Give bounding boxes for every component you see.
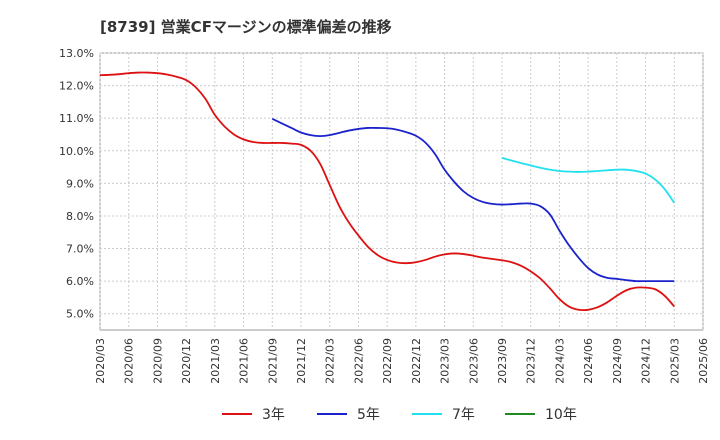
x-tick-label: 2024/06 — [582, 338, 595, 384]
series-line — [271, 118, 675, 283]
x-tick-label: 2021/09 — [266, 338, 279, 384]
grid-lines — [99, 52, 704, 330]
x-tick-label: 2020/06 — [123, 338, 136, 384]
x-tick-label: 2022/09 — [381, 338, 394, 384]
series-line — [99, 71, 675, 312]
y-tick-label: 6.0% — [66, 275, 94, 288]
y-tick-label: 7.0% — [66, 243, 94, 256]
x-tick-label: 2022/06 — [352, 338, 365, 384]
x-tick-label: 2024/12 — [640, 338, 653, 384]
x-tick-label: 2021/12 — [295, 338, 308, 384]
x-tick-label: 2021/03 — [209, 338, 222, 384]
x-tick-label: 2022/03 — [324, 338, 337, 384]
x-tick-label: 2024/09 — [611, 338, 624, 384]
y-tick-label: 5.0% — [66, 308, 94, 321]
legend-label: 10年 — [545, 407, 577, 423]
plot-area — [99, 52, 704, 331]
y-tick-label: 9.0% — [66, 177, 94, 190]
x-tick-label: 2023/03 — [439, 338, 452, 384]
y-tick-label: 13.0% — [59, 47, 94, 60]
x-tick-label: 2020/09 — [151, 338, 164, 384]
y-tick-label: 10.0% — [59, 145, 94, 158]
legend-label: 3年 — [262, 407, 285, 423]
y-tick-label: 8.0% — [66, 210, 94, 223]
series-lines — [99, 71, 676, 312]
legend-label: 5年 — [357, 407, 380, 423]
x-tick-label: 2023/12 — [525, 338, 538, 384]
x-tick-label: 2022/12 — [410, 338, 423, 384]
x-tick-label: 2023/09 — [496, 338, 509, 384]
x-tick-label: 2020/03 — [94, 338, 107, 384]
x-axis-ticks: 2020/03 2020/06 2020/09 2020/12 2021/03 2021/… — [94, 338, 710, 384]
legend: 3年 5年 7年 10年 — [222, 407, 577, 423]
y-tick-label: 11.0% — [59, 112, 94, 125]
x-tick-label: 2023/06 — [467, 338, 480, 384]
x-tick-label: 2021/06 — [238, 338, 251, 384]
x-tick-label: 2025/03 — [668, 338, 681, 384]
x-tick-label: 2025/06 — [697, 338, 710, 384]
y-axis-ticks: 13.0% 12.0% 11.0% 10.0% 9.0% 8.0% 7.0% 6.0% 5.0% — [59, 47, 94, 321]
y-tick-label: 12.0% — [59, 80, 94, 93]
x-tick-label: 2020/12 — [180, 338, 193, 384]
chart-title: [8739] 営業CFマージンの標準偏差の推移 — [100, 18, 392, 36]
x-tick-label: 2024/03 — [553, 338, 566, 384]
legend-label: 7年 — [452, 407, 475, 423]
series-line — [501, 157, 676, 204]
